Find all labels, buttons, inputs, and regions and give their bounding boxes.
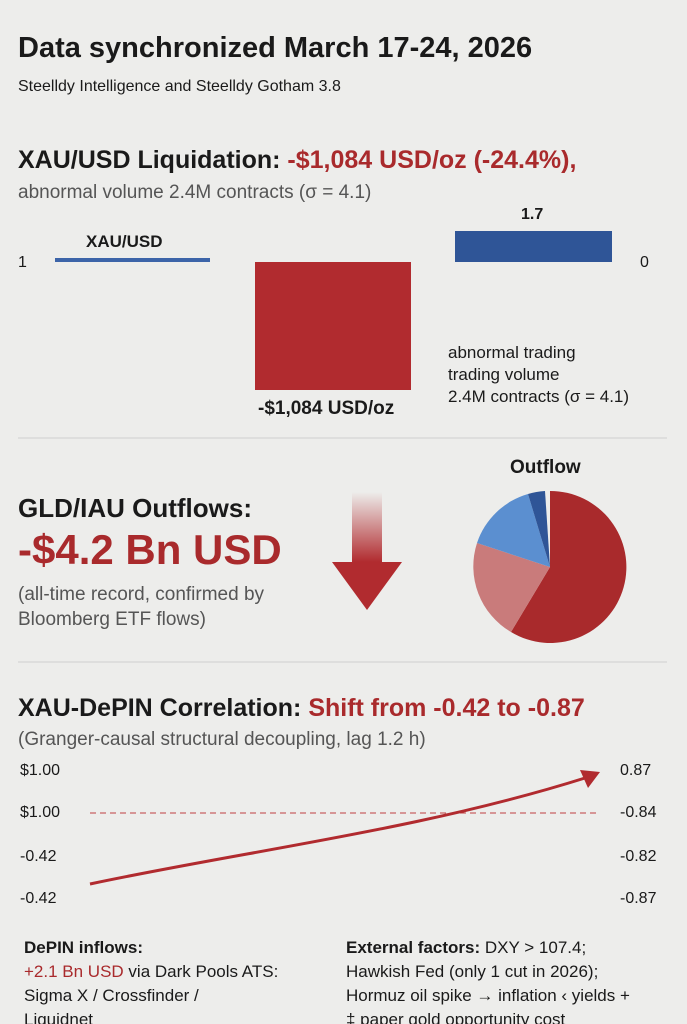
footer-title: External factors: — [346, 938, 481, 957]
axis-label: -0.82 — [620, 848, 657, 865]
bar-label: 1.7 — [521, 206, 544, 223]
section-title: GLD/IAU Outflows: — [18, 493, 252, 523]
footer-right: External factors: DXY > 107.4; Hawkish F… — [346, 936, 630, 1024]
footer-line: Sigma X / Crossfinder / — [24, 986, 199, 1005]
axis-label: -0.84 — [620, 804, 657, 821]
axis-label: 1 — [18, 254, 27, 271]
section-subtitle: abnormal volume 2.4M contracts (σ = 4.1) — [18, 182, 372, 203]
note-line: Bloomberg ETF flows) — [18, 609, 206, 630]
highlight: Shift from -0.42 to -0.87 — [308, 694, 585, 722]
axis-label: -0.42 — [20, 848, 57, 865]
footer-line: Liquidnet — [24, 1010, 94, 1024]
pie-slice — [477, 494, 550, 567]
subtitle: Steelldy Intelligence and Steelldy Gotha… — [18, 78, 341, 95]
arrow-shaft — [352, 492, 382, 562]
pie — [473, 490, 627, 643]
pie-slice — [473, 543, 550, 632]
bar-label: -$1,084 USD/oz — [258, 398, 395, 419]
footer-left: DePIN inflows: +2.1 Bn USD via Dark Pool… — [24, 936, 278, 1024]
note-line: 2.4M contracts (σ = 4.1) — [448, 387, 630, 406]
trend-line — [89, 776, 586, 886]
footer-line: ‡ paper gold opportunity cost — [346, 1010, 566, 1024]
footer-line: External factors: DXY > 107.4; — [346, 936, 630, 960]
note: (all-time record, confirmed by Bloomberg… — [18, 582, 264, 632]
axis-label: 0.87 — [620, 762, 652, 779]
trend-arrow — [580, 770, 600, 788]
footer-line: Hormuz oil spike → inflation ‹ yields + — [346, 986, 630, 1005]
footer-line: +2.1 Bn USD via Dark Pools ATS: — [24, 960, 278, 984]
title: Data synchronized March 17-24, 2026 — [18, 32, 533, 64]
blue-bar — [455, 231, 612, 262]
note-line: (all-time record, confirmed by — [18, 584, 265, 605]
axis-label: -0.42 — [20, 890, 57, 907]
text: XAU/USD Liquidation: — [18, 146, 288, 174]
axis-label: $1.00 — [20, 762, 61, 779]
axis-label: -0.87 — [620, 890, 657, 907]
section-subtitle: (Granger-causal structural decoupling, l… — [18, 729, 426, 750]
red-bar — [255, 262, 411, 390]
pie-slice — [511, 490, 627, 643]
pie-title: Outflow — [510, 457, 581, 478]
axis-label: $1.00 — [20, 804, 61, 821]
footer-line: Hawkish Fed (only 1 cut in 2026); — [346, 962, 599, 981]
text: XAU-DePIN Correlation: — [18, 694, 309, 722]
section-title: XAU-DePIN Correlation: Shift from -0.42 … — [18, 694, 585, 723]
axis-label: 0 — [640, 254, 649, 271]
pie-slice — [528, 491, 550, 567]
note: abnormal trading trading volume 2.4M con… — [448, 342, 629, 408]
note-line: trading volume — [448, 365, 560, 384]
text: DXY > 107.4; — [480, 938, 587, 957]
footer-title: DePIN inflows: — [24, 938, 144, 957]
bar-label: XAU/USD — [86, 232, 163, 251]
highlight: -$1,084 USD/oz (-24.4%), — [287, 146, 577, 174]
amount: -$4.2 Bn USD — [18, 526, 282, 573]
text: via Dark Pools ATS: — [123, 962, 279, 981]
highlight: +2.1 Bn USD — [24, 962, 124, 981]
thin-bar — [55, 258, 210, 262]
arrow-head — [332, 562, 402, 610]
section-title: XAU/USD Liquidation: -$1,084 USD/oz (-24… — [18, 146, 576, 175]
note-line: abnormal trading — [448, 343, 576, 362]
